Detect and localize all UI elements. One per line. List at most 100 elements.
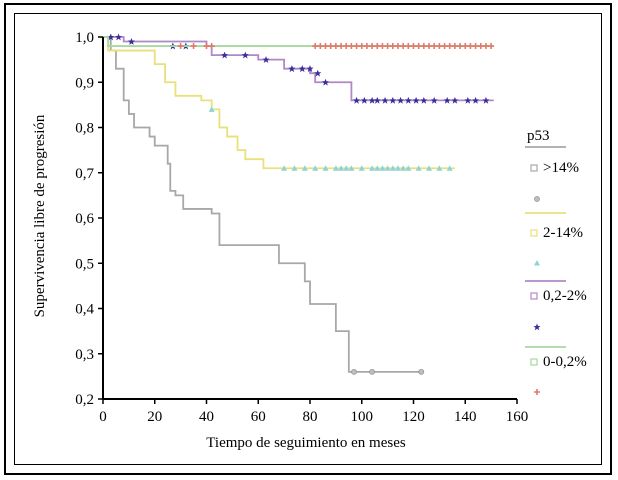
censor-mark (317, 43, 324, 50)
censor-mark (467, 43, 474, 50)
censor-mark (462, 43, 469, 50)
censor-mark (203, 43, 210, 50)
legend-marker-2 (534, 260, 540, 266)
x-ticks: 0 20 40 60 80 100 120 140 160 (99, 399, 528, 425)
censor-mark (430, 96, 438, 104)
censor-mark (343, 43, 350, 50)
censor-mark (431, 43, 438, 50)
censor-mark (262, 56, 270, 64)
censor-mark (446, 43, 453, 50)
censor-mark (322, 43, 329, 50)
censor-mark (291, 165, 298, 171)
censor-mark (298, 65, 306, 73)
censor-mark (353, 96, 361, 104)
censor-mark (115, 33, 123, 41)
legend: p53 >14% 2-14% 0,2-2% 0-0,2% (525, 128, 587, 395)
legend-label-4: 0-0,2% (543, 354, 587, 370)
censor-mark (369, 165, 376, 171)
censor-mark (241, 51, 249, 59)
censor-mark (306, 65, 314, 73)
legend-marker-1 (534, 196, 540, 202)
censor-mark (451, 96, 459, 104)
y-tick-label: 0,2 (75, 392, 94, 408)
censor-mark (374, 165, 381, 171)
censor-mark (457, 43, 464, 50)
censor-mark (420, 43, 427, 50)
censor-mark (177, 43, 184, 50)
censor-mark (369, 368, 375, 375)
censor-mark (477, 43, 484, 50)
censor-mark (397, 96, 405, 104)
censor-mark (436, 165, 443, 171)
censor-mark (332, 43, 339, 50)
censor-mark (412, 96, 420, 104)
x-tick-label: 40 (199, 409, 214, 425)
legend-marker-4 (534, 389, 540, 395)
censor-mark (343, 165, 350, 171)
censor-mark (288, 65, 296, 73)
censor-mark (369, 43, 376, 50)
censor-mark (327, 43, 334, 50)
censor-mark (358, 165, 365, 171)
censor-mark (332, 165, 339, 171)
censor-mark (314, 69, 322, 77)
censor-mark (389, 43, 396, 50)
censor-mark (394, 165, 401, 171)
censor-mark (482, 43, 489, 50)
plot-area (103, 33, 495, 375)
censor-mark (441, 43, 448, 50)
censor-mark (420, 96, 428, 104)
legend-label-1: >14% (543, 160, 579, 176)
x-tick-label: 160 (506, 409, 529, 425)
censor-mark (301, 165, 308, 171)
censor-mark (353, 43, 360, 50)
legend-swatch-3 (530, 292, 538, 300)
censor-mark (312, 165, 319, 171)
axes (102, 37, 517, 400)
y-tick-label: 0,5 (75, 256, 94, 272)
censor-mark (360, 96, 368, 104)
censor-mark (379, 165, 386, 171)
censor-mark (348, 43, 355, 50)
legend-label-2: 2-14% (543, 225, 583, 241)
y-tick-label: 0,8 (75, 121, 94, 137)
x-tick-label: 80 (303, 409, 318, 425)
censor-mark (281, 165, 288, 171)
series-line-2 (103, 36, 455, 170)
censor-mark (426, 165, 433, 171)
x-tick-label: 120 (402, 409, 425, 425)
x-tick-label: 20 (147, 409, 162, 425)
censor-mark (338, 165, 345, 171)
censor-mark (363, 43, 370, 50)
censor-mark (322, 165, 329, 171)
censor-mark (446, 165, 453, 171)
series-line-1 (103, 36, 424, 373)
censor-mark (379, 43, 386, 50)
series-2-censor-marks (208, 106, 453, 171)
x-axis-label: Tiempo de seguimiento en meses (206, 435, 406, 451)
censor-mark (394, 43, 401, 50)
censor-mark (373, 96, 381, 104)
series-3-censor-marks (107, 33, 490, 104)
x-tick-label: 100 (351, 409, 374, 425)
censor-mark (389, 165, 396, 171)
censor-mark (338, 43, 345, 50)
censor-mark (400, 43, 407, 50)
censor-mark (488, 43, 495, 50)
censor-mark (405, 43, 412, 50)
series-line-4 (103, 36, 494, 47)
y-tick-label: 0,6 (75, 211, 94, 227)
censor-mark (400, 165, 407, 171)
censor-mark (389, 96, 397, 104)
censor-mark (443, 96, 451, 104)
y-tick-label: 1,0 (75, 30, 94, 46)
censor-mark (418, 368, 425, 375)
legend-marker-3 (533, 323, 541, 331)
censor-mark (415, 165, 422, 171)
series-line-3 (103, 36, 494, 102)
y-tick-label: 0,7 (75, 166, 94, 182)
censor-mark (358, 43, 365, 50)
censor-mark (384, 165, 391, 171)
censor-mark (348, 165, 355, 171)
